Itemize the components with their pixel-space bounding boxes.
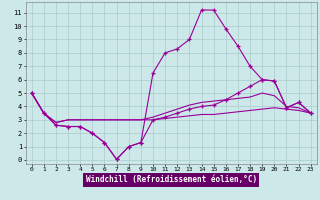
X-axis label: Windchill (Refroidissement éolien,°C): Windchill (Refroidissement éolien,°C) xyxy=(86,175,257,184)
